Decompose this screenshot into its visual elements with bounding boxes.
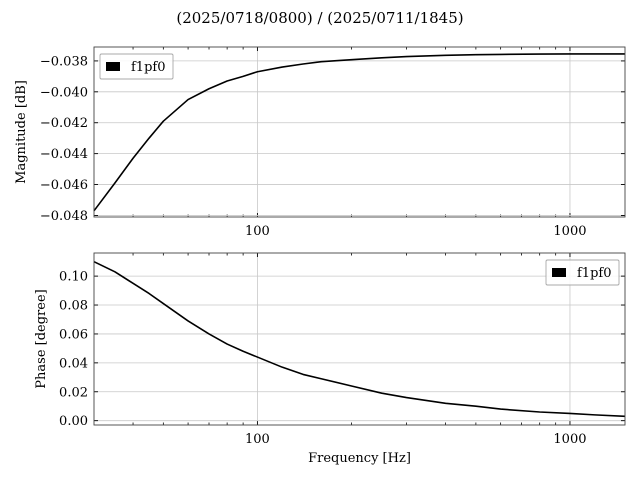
- magnitude-legend-label: f1pf0: [131, 60, 166, 75]
- figure-title: (2025/0718/0800) / (2025/0711/1845): [176, 9, 463, 27]
- magnitude-axes-frame: [93, 46, 626, 218]
- phase-series-line: [93, 260, 626, 418]
- phase-legend-swatch: [552, 268, 566, 277]
- magnitude-y-tick-label: −0.040: [40, 85, 88, 100]
- magnitude-legend-box: [99, 53, 174, 80]
- phase-y-tick-label: 0.00: [59, 414, 88, 429]
- magnitude-x-tick-label: 1000: [553, 224, 586, 239]
- phase-y-axis-label: Phase [degree]: [34, 289, 49, 388]
- phase-y-tick-label: 0.06: [59, 327, 88, 342]
- phase-y-tick-label: 0.04: [59, 356, 88, 371]
- phase-x-tick-label: 1000: [553, 432, 586, 447]
- phase-legend-label: f1pf0: [577, 266, 612, 281]
- phase-y-tick-label: 0.02: [59, 385, 88, 400]
- magnitude-plot: 100 1000 −0.048 −0.046 −0.044 −0.042 −0.040 −0.…: [14, 46, 626, 239]
- magnitude-x-tick-label: 100: [245, 224, 270, 239]
- magnitude-y-tick-label: −0.048: [40, 209, 88, 224]
- magnitude-legend-swatch: [106, 62, 120, 71]
- magnitude-y-axis-label: Magnitude [dB]: [14, 80, 29, 184]
- magnitude-y-tick-label: −0.042: [40, 116, 88, 131]
- phase-y-tick-label: 0.10: [59, 270, 88, 285]
- phase-axes-frame: [93, 252, 626, 426]
- phase-legend-box: [545, 259, 620, 286]
- phase-x-tick-label: 100: [245, 432, 270, 447]
- phase-x-axis-label: Frequency [Hz]: [308, 451, 411, 466]
- magnitude-y-tick-label: −0.046: [40, 178, 88, 193]
- magnitude-y-tick-label: −0.044: [40, 147, 88, 162]
- magnitude-y-tick-label: −0.038: [40, 54, 88, 69]
- phase-y-tick-label: 0.08: [59, 299, 88, 314]
- phase-plot: 100 1000 0.00 0.02 0.04 0.06 0.08 0.10 Phase [de…: [34, 252, 626, 466]
- magnitude-series-line: [93, 53, 625, 212]
